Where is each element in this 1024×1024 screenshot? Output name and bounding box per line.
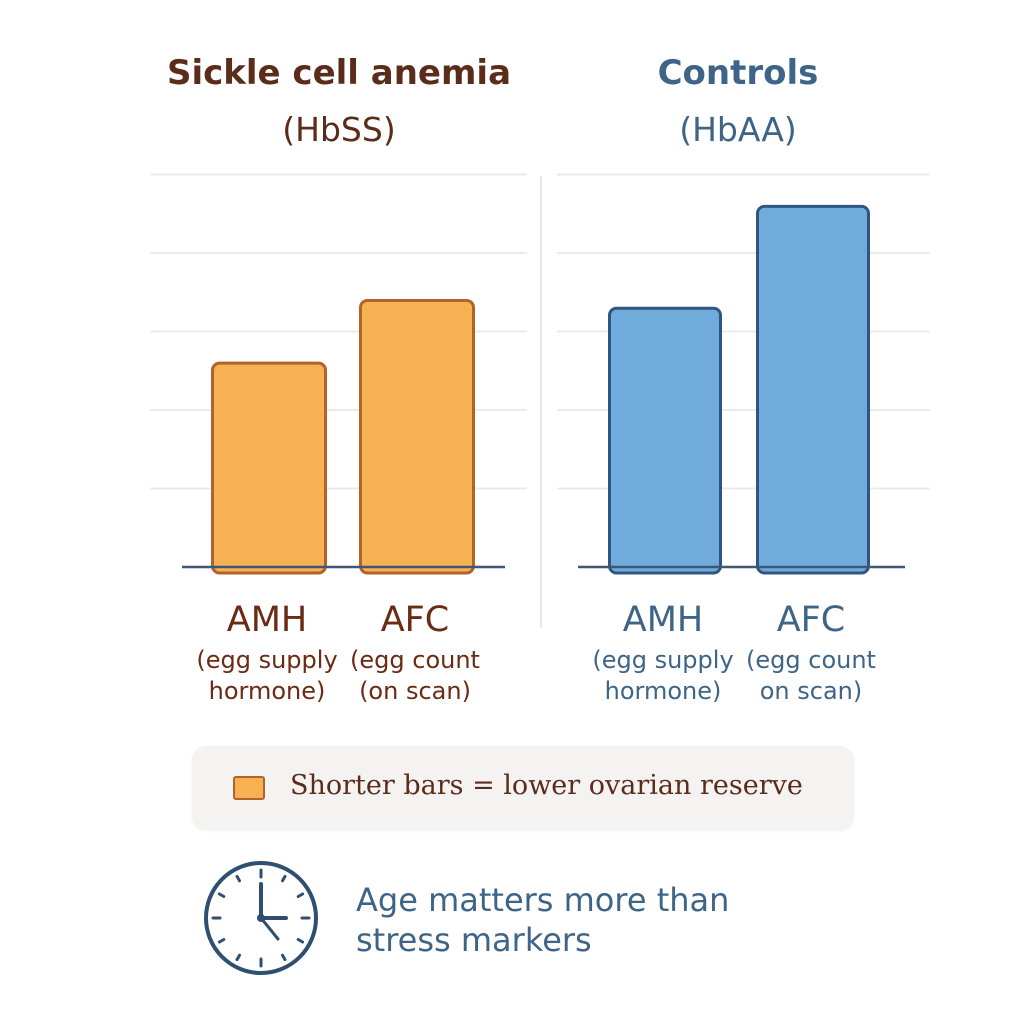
note-line-2: stress markers bbox=[356, 921, 592, 959]
category-desc1-hbss-afc: (egg count bbox=[350, 646, 480, 674]
note-line-1: Age matters more than bbox=[356, 881, 730, 919]
legend-text: Shorter bars = lower ovarian reserve bbox=[290, 770, 803, 801]
category-desc2-hbss-amh: hormone) bbox=[209, 677, 326, 705]
bar-hbss-afc bbox=[359, 298, 475, 575]
chart-title-hbaa: Controls bbox=[658, 53, 819, 93]
category-desc1-hbaa-afc: (egg count bbox=[746, 646, 876, 674]
chart-subtitle-hbss: (HbSS) bbox=[282, 110, 395, 149]
category-label-hbss-afc: AFC bbox=[381, 600, 450, 640]
category-label-hbss-amh: AMH bbox=[227, 600, 307, 640]
category-label-hbaa-amh: AMH bbox=[623, 600, 703, 640]
category-label-hbaa-afc: AFC bbox=[777, 600, 846, 640]
bar-hbaa-amh bbox=[608, 306, 722, 575]
bar-hbss-amh bbox=[211, 361, 327, 575]
chart-subtitle-hbaa: (HbAA) bbox=[679, 110, 797, 149]
chart-title-hbss: Sickle cell anemia bbox=[167, 53, 511, 93]
bar-hbaa-afc bbox=[756, 204, 870, 575]
category-desc1-hbaa-amh: (egg supply bbox=[592, 646, 733, 674]
category-desc2-hbss-afc: (on scan) bbox=[359, 677, 471, 705]
category-desc2-hbaa-afc: on scan) bbox=[760, 677, 863, 705]
bar-charts: Sickle cell anemia (HbSS) AMH (egg supply ho… bbox=[150, 53, 930, 705]
clock-icon bbox=[204, 861, 318, 975]
category-desc1-hbss-amh: (egg supply bbox=[196, 646, 337, 674]
note: Age matters more than stress markers bbox=[356, 880, 729, 960]
category-desc2-hbaa-amh: hormone) bbox=[605, 677, 722, 705]
legend-swatch bbox=[233, 776, 265, 800]
legend: Shorter bars = lower ovarian reserve bbox=[192, 746, 854, 830]
